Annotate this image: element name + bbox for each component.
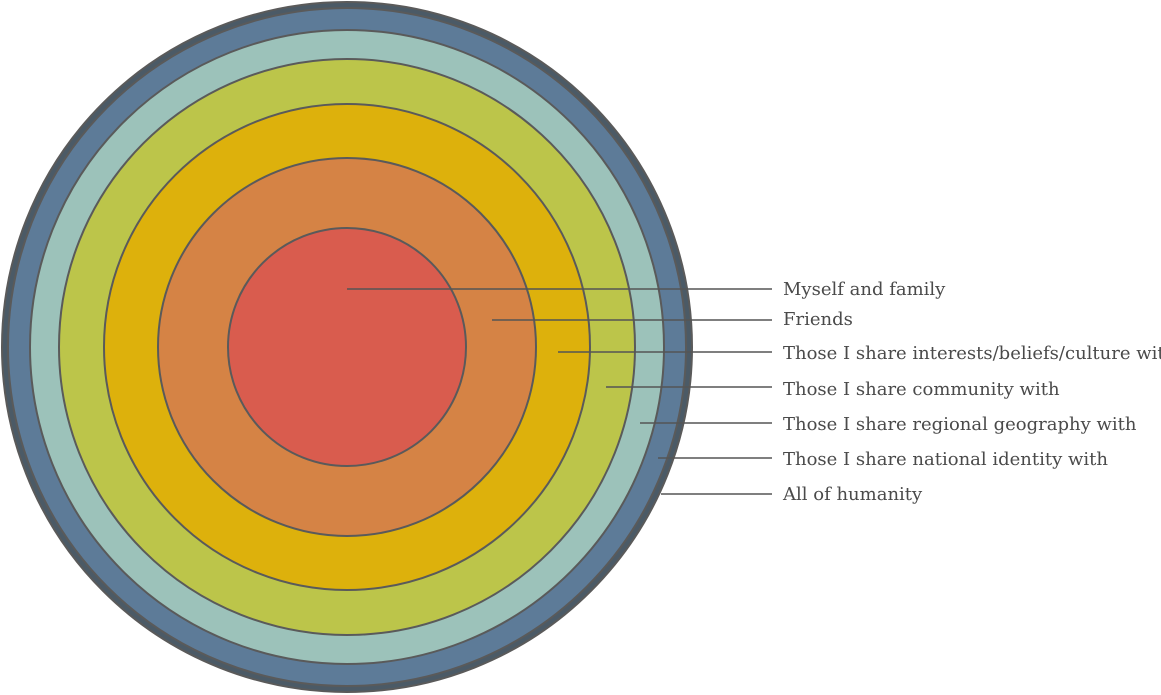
label-community: Those I share community with xyxy=(783,379,1060,400)
label-family: Myself and family xyxy=(783,279,946,300)
labels: Myself and family Friends Those I share … xyxy=(782,279,1161,505)
leader-lines xyxy=(347,288,772,495)
label-national: Those I share national identity with xyxy=(783,449,1108,470)
ring-family xyxy=(227,227,467,467)
label-regional: Those I share regional geography with xyxy=(783,414,1137,435)
label-friends: Friends xyxy=(783,309,853,330)
rings xyxy=(1,1,693,693)
label-interests: Those I share interests/beliefs/culture … xyxy=(783,343,1161,364)
label-humanity: All of humanity xyxy=(782,484,923,505)
